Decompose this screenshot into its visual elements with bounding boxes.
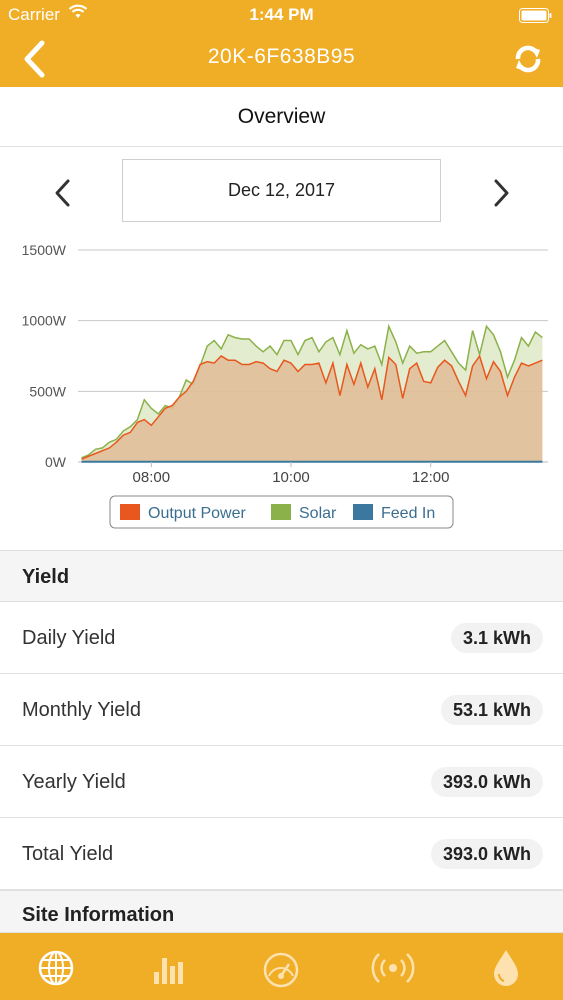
nav-bar: 20K-6F638B95 [0, 30, 563, 87]
x-tick-label: 08:00 [133, 469, 171, 486]
signal-icon[interactable] [371, 946, 415, 990]
daily-yield-label: Daily Yield [22, 627, 116, 649]
legend-swatch [120, 504, 140, 520]
total-yield-row[interactable]: Total Yield 393.0 kWh [0, 818, 563, 890]
wifi-icon [68, 4, 88, 25]
refresh-icon[interactable] [511, 42, 545, 76]
yearly-yield-row[interactable]: Yearly Yield 393.0 kWh [0, 746, 563, 818]
next-day-button[interactable] [486, 176, 516, 210]
carrier-label: Carrier [8, 5, 60, 24]
series-line-solar [81, 323, 543, 459]
yield-section-header: Yield [0, 550, 563, 602]
chevron-left-icon[interactable] [20, 40, 50, 78]
monthly-yield-row[interactable]: Monthly Yield 53.1 kWh [0, 674, 563, 746]
water-drop-icon[interactable] [484, 946, 528, 990]
bar-chart-icon[interactable] [148, 946, 192, 990]
battery-icon [519, 8, 553, 29]
previous-day-button[interactable] [48, 176, 78, 210]
total-yield-label: Total Yield [22, 843, 114, 865]
total-yield-value: 393.0 kWh [430, 839, 543, 869]
x-tick-label: 10:00 [272, 469, 310, 486]
yearly-yield-value: 393.0 kWh [430, 767, 543, 797]
legend-swatch [271, 504, 291, 520]
legend-label: Feed In [381, 505, 435, 522]
yearly-yield-label: Yearly Yield [22, 771, 126, 793]
series-line-output-power [81, 354, 543, 460]
globe-icon[interactable] [34, 946, 78, 990]
y-tick-label: 1500W [22, 242, 67, 258]
x-tick-label: 12:00 [412, 469, 450, 486]
date-selector: Dec 12, 2017 [0, 148, 563, 238]
y-tick-label: 1000W [22, 313, 67, 329]
site-info-section-header: Site Information [0, 890, 563, 933]
status-bar: Carrier 1:44 PM [0, 0, 563, 30]
date-field[interactable]: Dec 12, 2017 [122, 159, 441, 222]
legend-swatch [353, 504, 373, 520]
daily-yield-row[interactable]: Daily Yield 3.1 kWh [0, 602, 563, 674]
monthly-yield-label: Monthly Yield [22, 699, 141, 721]
monthly-yield-value: 53.1 kWh [440, 695, 543, 725]
status-time: 1:44 PM [249, 5, 314, 24]
y-tick-label: 500W [29, 383, 66, 399]
tab-bar [0, 933, 563, 1000]
daily-yield-value: 3.1 kWh [450, 623, 543, 653]
power-chart: 0W 500W 1000W 1500W 08:00 10:00 12:00 Output Po… [0, 238, 563, 550]
y-tick-label: 0W [45, 454, 67, 470]
power-chart-svg: 0W 500W 1000W 1500W 08:00 10:00 12:00 Output Po… [22, 242, 548, 529]
gauge-icon[interactable] [259, 946, 303, 990]
legend-label: Solar [299, 505, 337, 522]
overview-title: Overview [0, 87, 563, 147]
device-title: 20K-6F638B95 [207, 45, 356, 68]
legend-label: Output Power [148, 505, 247, 522]
